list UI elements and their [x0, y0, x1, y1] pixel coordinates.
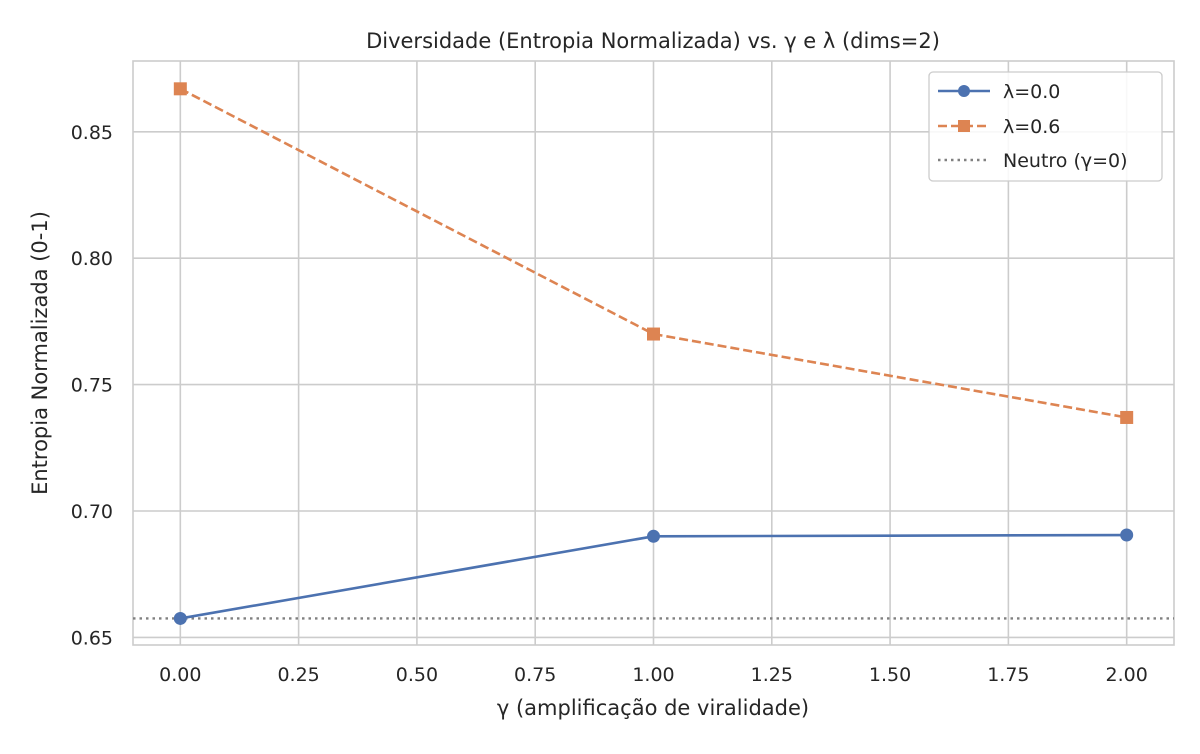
- legend-entry-lambda-0: λ=0.0: [938, 81, 1060, 103]
- legend-entry-lambda-0-6: λ=0.6: [938, 116, 1060, 138]
- y-tick-label: 0.70: [71, 501, 113, 523]
- y-tick-label: 0.85: [71, 122, 113, 144]
- y-tick-label: 0.65: [71, 627, 113, 649]
- x-tick-label: 0.50: [396, 664, 438, 686]
- legend-label-lambda-0-6: λ=0.6: [1003, 116, 1060, 138]
- x-axis-label: γ (amplificação de viralidade): [497, 696, 809, 720]
- x-tick-label: 0.75: [514, 664, 556, 686]
- data-point-series-0: [173, 611, 187, 625]
- x-tick-label: 1.50: [869, 664, 911, 686]
- data-point-series-0: [1120, 528, 1134, 542]
- y-tick-label: 0.75: [71, 375, 113, 397]
- data-point-series-1: [647, 327, 660, 341]
- x-tick-label: 2.00: [1106, 664, 1148, 686]
- chart-title: Diversidade (Entropia Normalizada) vs. γ…: [366, 29, 940, 53]
- x-tick-label: 1.00: [632, 664, 674, 686]
- legend-label-lambda-0: λ=0.0: [1003, 81, 1060, 103]
- legend-box: [928, 71, 1163, 182]
- legend: λ=0.0 λ=0.6 Neutro (γ=0): [928, 71, 1163, 182]
- data-point-series-0: [647, 529, 660, 543]
- series-layer: [173, 82, 1134, 625]
- data-point-series-1: [1120, 410, 1134, 424]
- legend-marker-lambda-0-6: [958, 120, 970, 132]
- tick-labels: 0.00 0.25 0.50 0.75 1.00 1.25 1.50 1.75 2.00 0.65…: [71, 122, 1148, 686]
- legend-marker-lambda-0: [958, 85, 970, 97]
- x-tick-label: 1.25: [751, 664, 793, 686]
- x-tick-label: 0.25: [277, 664, 319, 686]
- x-tick-label: 1.75: [987, 664, 1029, 686]
- plot-frame: [132, 60, 1175, 646]
- x-tick-label: 0.00: [159, 664, 201, 686]
- data-point-series-1: [173, 82, 187, 96]
- legend-entry-neutral: Neutro (γ=0): [938, 150, 1128, 172]
- y-tick-label: 0.80: [71, 248, 113, 270]
- legend-label-neutral: Neutro (γ=0): [1003, 150, 1128, 172]
- series-line-1: [179, 87, 1127, 419]
- y-axis-label: Entropia Normalizada (0-1): [28, 211, 52, 495]
